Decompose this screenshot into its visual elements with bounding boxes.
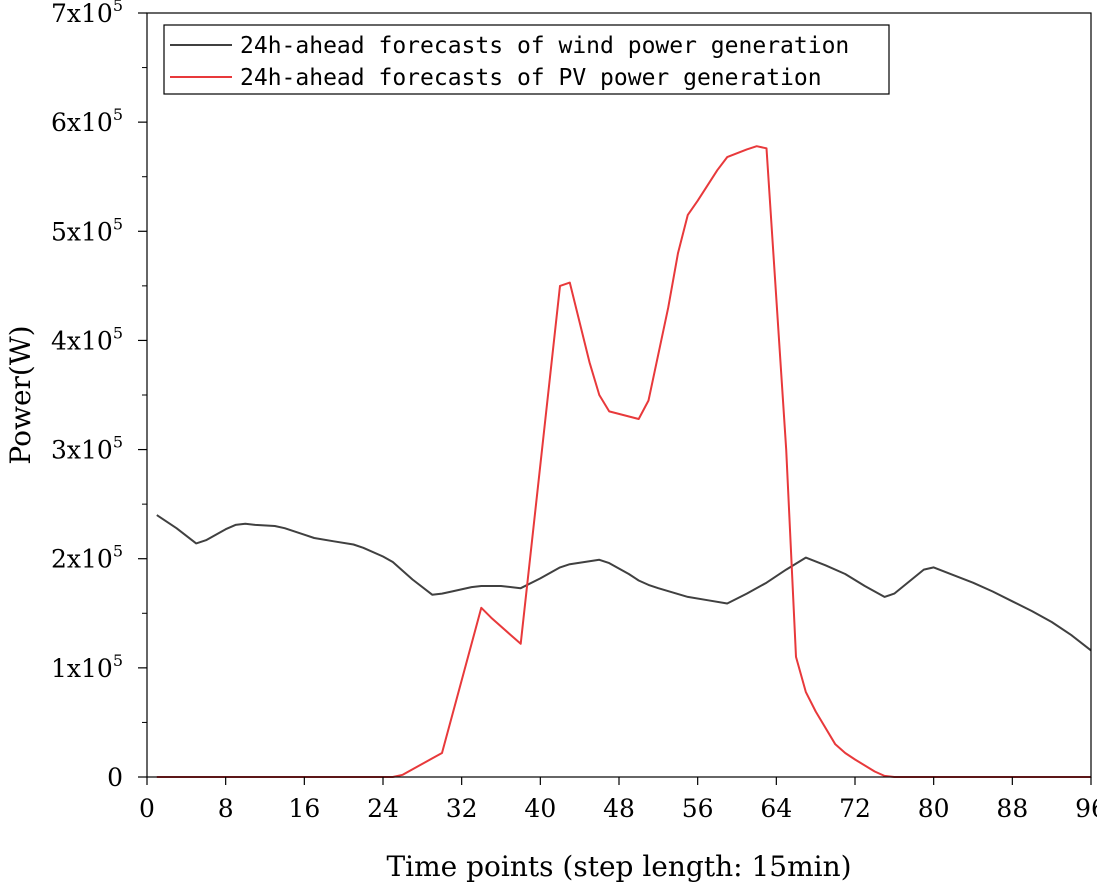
y-tick-label: 2x105 [51, 542, 123, 574]
x-tick-label: 88 [996, 794, 1028, 823]
x-axis: 0 8 16 24 32 40 48 56 64 72 80 88 96 [139, 777, 1097, 823]
y-tick-label: 4x105 [51, 323, 123, 355]
x-tick-label: 0 [139, 794, 155, 823]
x-tick-label: 32 [446, 794, 478, 823]
x-tick-label: 56 [682, 794, 714, 823]
x-tick-label: 40 [524, 794, 556, 823]
x-tick-label: 72 [839, 794, 871, 823]
x-tick-label: 80 [918, 794, 950, 823]
x-axis-title: Time points (step length: 15min) [386, 850, 851, 883]
series-layer [156, 145, 1092, 778]
legend-box [163, 24, 890, 95]
x-tick-label: 48 [603, 794, 635, 823]
x-tick-label: 8 [218, 794, 234, 823]
y-tick-label: 1x105 [51, 651, 123, 683]
y-tick-label: 6x105 [51, 105, 123, 137]
x-tick-label: 96 [1075, 794, 1097, 823]
y-tick-label: 7x105 [51, 0, 123, 28]
y-tick-label: 3x105 [51, 433, 123, 465]
y-tick-label: 5x105 [51, 214, 123, 246]
x-tick-label: 24 [367, 794, 399, 823]
pv-power-series-line [156, 145, 1091, 778]
x-tick-label: 64 [760, 794, 792, 823]
legend-label: 24h-ahead forecasts of wind power genera… [240, 33, 849, 59]
legend: 24h-ahead forecasts of wind power genera… [163, 24, 890, 95]
y-axis: 0 1x105 2x105 3x105 4x105 5x105 6x105 7x105 [51, 0, 147, 792]
legend-label: 24h-ahead forecasts of PV power generati… [240, 65, 822, 91]
x-tick-label: 16 [288, 794, 320, 823]
wind-power-series-line [156, 514, 1092, 652]
y-axis-title: Power(W) [4, 325, 37, 464]
y-tick-label: 0 [107, 763, 123, 792]
